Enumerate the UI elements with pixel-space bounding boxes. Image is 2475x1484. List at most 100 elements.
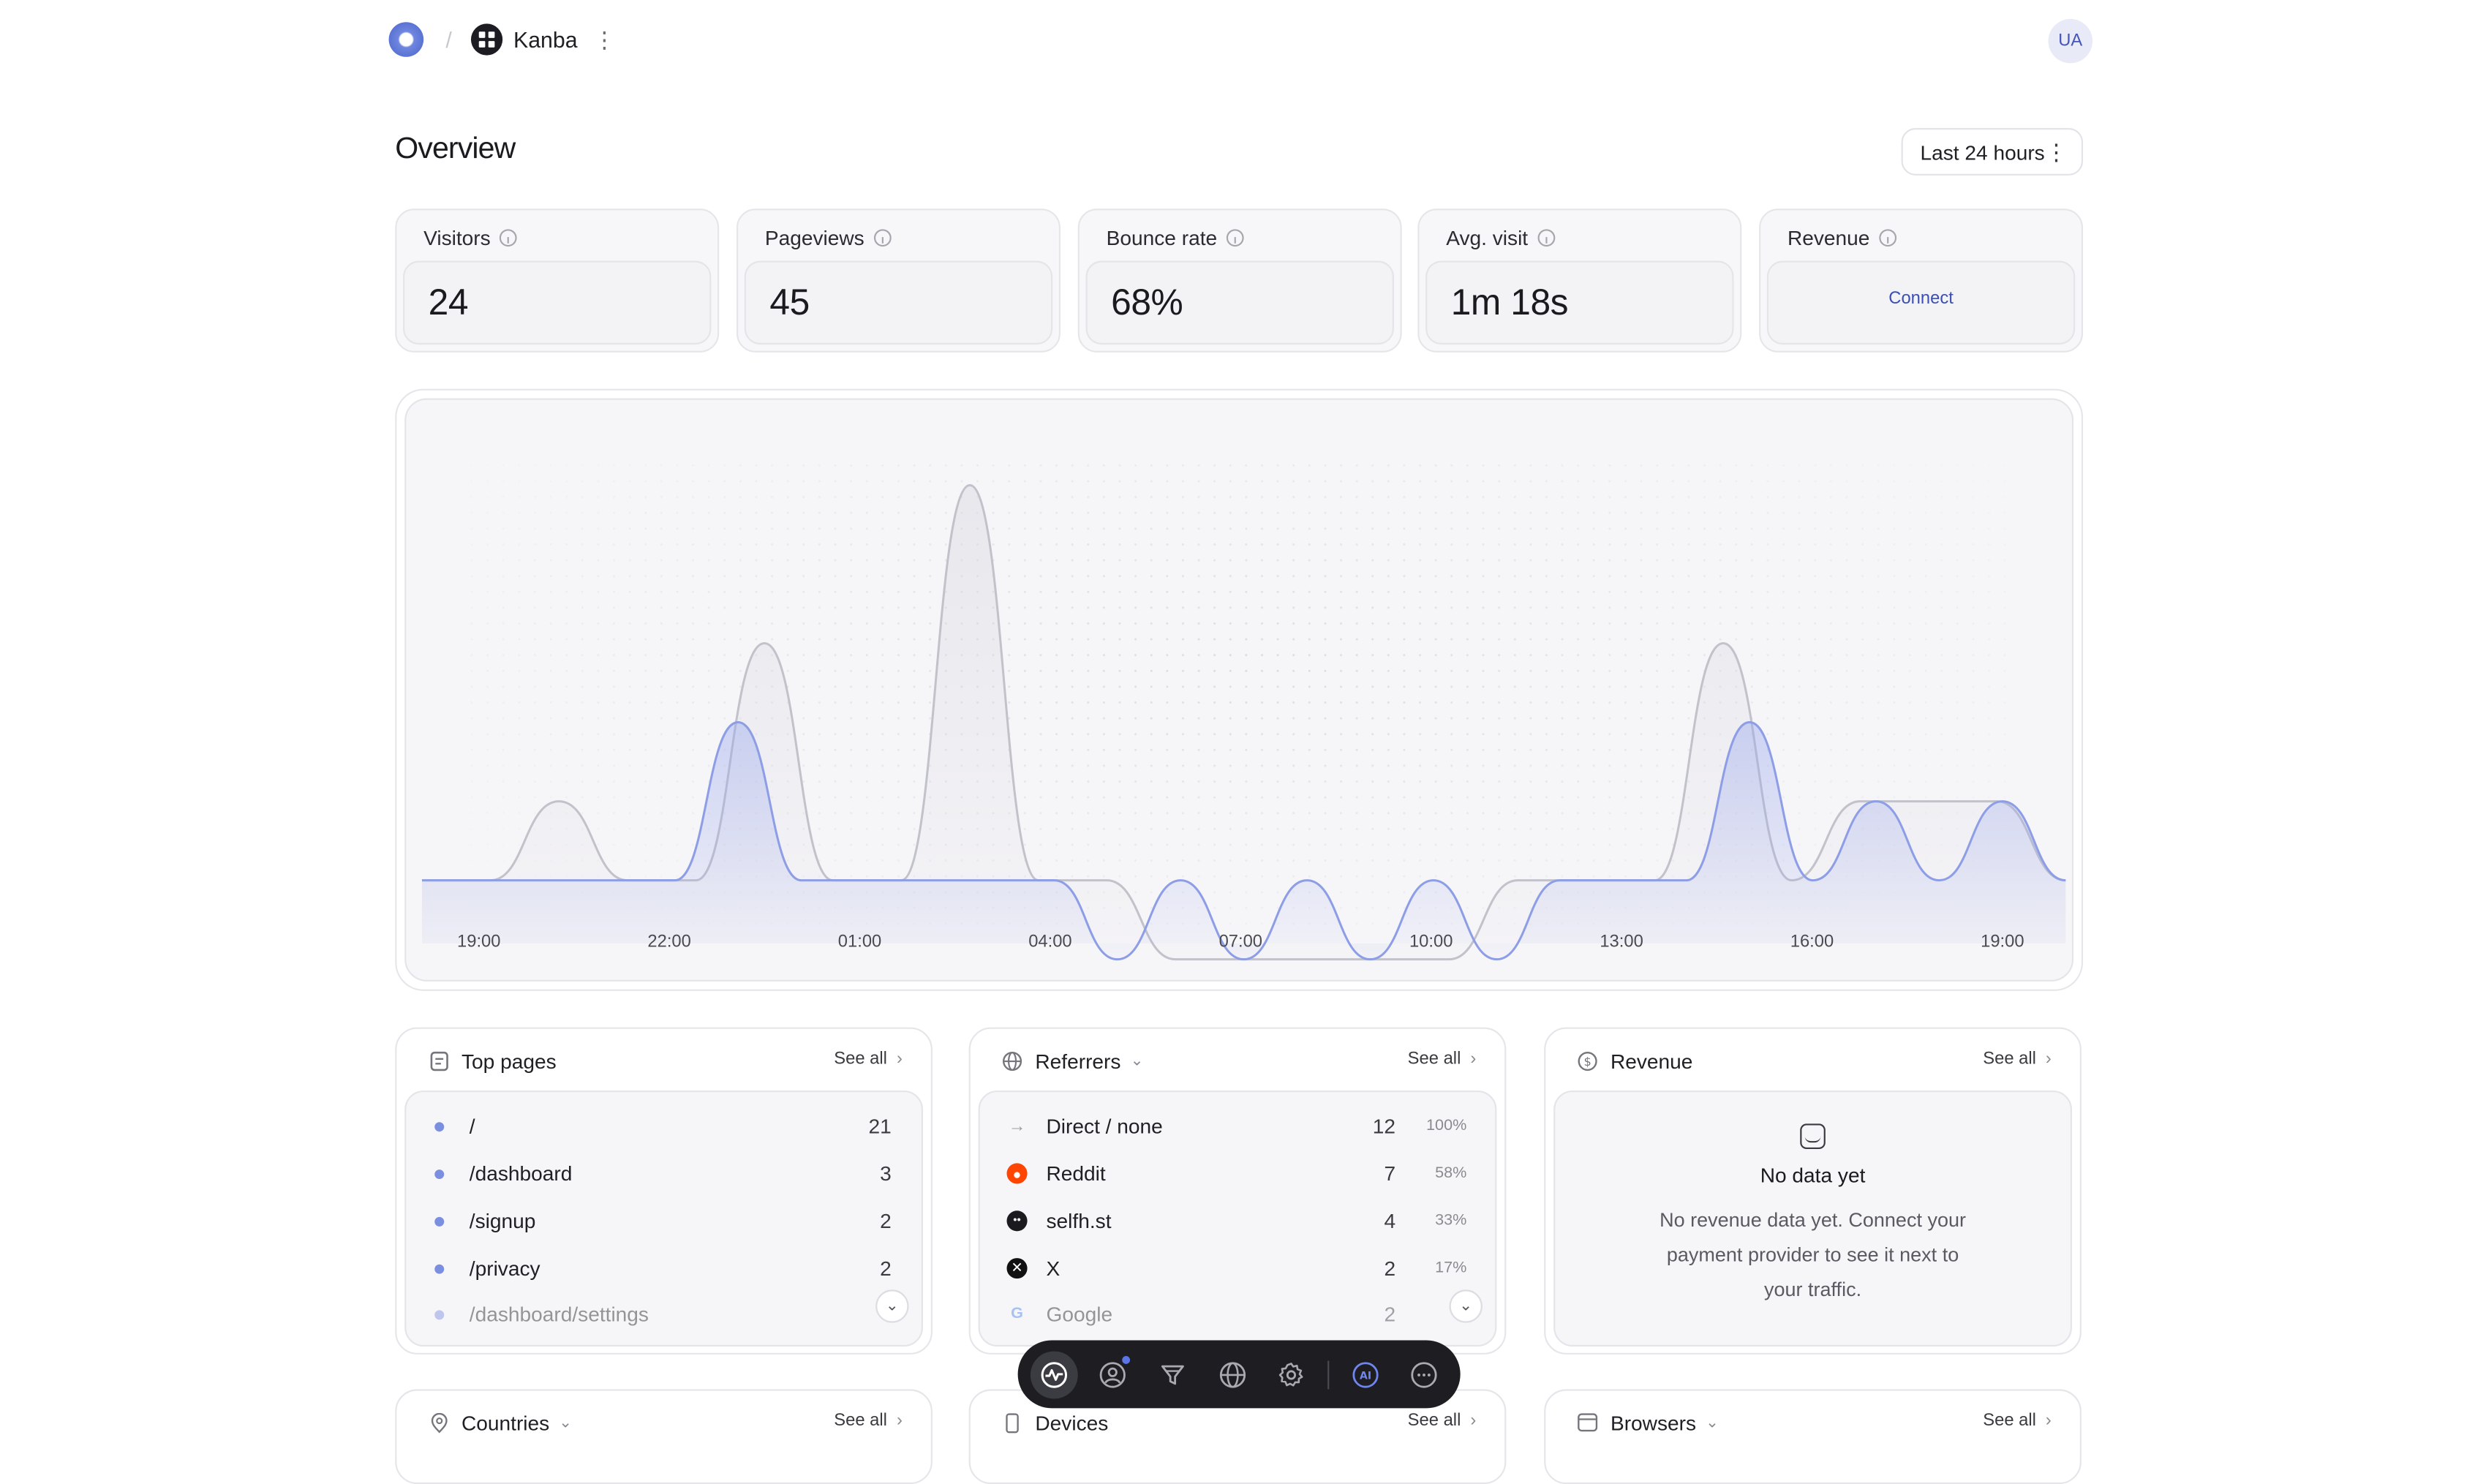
see-all-link[interactable]: See all › [1983,1050,2052,1069]
list-item[interactable]: → Direct / none 12 100% [980,1111,1495,1142]
app-logo[interactable] [388,22,424,57]
panel-title[interactable]: Referrers [1035,1048,1121,1073]
stat-card-visitors[interactable]: Visitors 24 [395,208,720,353]
chevron-down-icon[interactable]: ⌄ [1130,1052,1144,1069]
top-pages-list: / 21 /dashboard 3 /signup 2 /privacy 2 /dash… [404,1091,923,1347]
page-count: 21 [868,1114,892,1138]
see-all-label: See all [1983,1049,2036,1069]
dock-more-button[interactable] [1401,1350,1448,1398]
stat-label: Avg. visit [1446,226,1529,250]
chevron-right-icon: › [2045,1049,2052,1069]
dock-funnel-button[interactable] [1149,1350,1196,1398]
list-item[interactable]: ✕ X 2 17% [980,1254,1495,1285]
stat-label: Bounce rate [1106,226,1218,250]
x-icon: ✕ [1006,1258,1028,1279]
connect-revenue-link[interactable]: Connect [1888,289,1954,309]
referrer-count: 2 [1384,1302,1396,1326]
page-count: 2 [880,1209,892,1233]
see-all-link[interactable]: See all › [1408,1050,1477,1069]
stat-card-pageviews[interactable]: Pageviews 45 [736,208,1061,353]
list-item[interactable]: /privacy 2 [406,1254,921,1285]
page-icon [429,1050,449,1071]
bullet-dot [434,1310,445,1320]
info-icon[interactable] [1537,229,1555,247]
panel-title: Revenue [1610,1048,1693,1073]
scroll-down-button[interactable]: ⌄ [1449,1289,1483,1323]
x-tick-label: 19:00 [457,931,500,951]
referrer-percent: 17% [1435,1259,1467,1278]
dollar-icon: $ [1578,1050,1598,1071]
stat-card-revenue: Revenue Connect [1759,208,2084,353]
see-all-link[interactable]: See all › [1408,1412,1477,1431]
dock-settings-button[interactable] [1268,1350,1315,1398]
dock-globe-button[interactable] [1209,1350,1256,1398]
see-all-link[interactable]: See all › [834,1050,903,1069]
svg-text:$: $ [1583,1054,1591,1068]
panel-title[interactable]: Browsers [1610,1410,1697,1435]
page-path: /dashboard/settings [469,1302,649,1326]
x-tick-label: 10:00 [1409,931,1453,951]
selfhst-icon: •• [1006,1210,1028,1232]
date-range-label: Last 24 hours [1920,140,2045,164]
top-bar: / Kanba ⋮ UA [388,18,2093,64]
stat-value: 1m 18s [1450,281,1569,323]
dock-ai-button[interactable]: AI [1341,1350,1388,1398]
empty-description: No revenue data yet. Connect your paymen… [1660,1209,1967,1301]
info-icon[interactable] [500,229,518,247]
info-icon[interactable] [1227,229,1244,247]
globe-icon [1002,1050,1022,1071]
page-path: /dashboard [469,1161,573,1186]
series-line[interactable] [421,721,2066,961]
project-name[interactable]: Kanba [513,26,578,53]
see-all-label: See all [834,1411,887,1431]
project-icon [470,23,502,56]
chevron-right-icon: › [1470,1411,1477,1431]
x-tick-label: 13:00 [1600,931,1643,951]
referrer-name: Direct / none [1046,1114,1163,1138]
panel-title: Top pages [461,1048,557,1073]
referrer-name: Reddit [1046,1161,1106,1186]
list-item[interactable]: /dashboard/settings [406,1299,921,1330]
panel-title[interactable]: Countries [461,1410,550,1435]
bullet-dot [434,1122,445,1132]
chevron-down-icon[interactable]: ⌄ [1706,1413,1719,1431]
x-tick-label: 04:00 [1028,931,1071,951]
stat-card-avg-visit[interactable]: Avg. visit 1m 18s [1417,208,1742,353]
x-tick-label: 07:00 [1219,931,1262,951]
x-tick-label: 22:00 [647,931,690,951]
list-item[interactable]: ● Reddit 7 58% [980,1159,1495,1190]
list-item[interactable]: / 21 [406,1111,921,1142]
page-path: / [469,1114,475,1138]
x-tick-label: 16:00 [1790,931,1834,951]
series-area [421,722,2066,960]
chevron-down-icon[interactable]: ⌄ [559,1413,573,1431]
dock-analytics-button[interactable] [1030,1350,1077,1398]
referrers-panel: Referrers ⌄ See all › → Direct / none 12 100%… [968,1027,1507,1355]
page-title: Overview [395,132,516,166]
date-range-button[interactable]: Last 24 hours ⋮ [1901,128,2084,176]
stat-card-bounce-rate[interactable]: Bounce rate 68% [1077,208,1402,353]
info-icon[interactable] [1879,229,1897,247]
referrer-count: 7 [1384,1161,1396,1186]
scroll-down-button[interactable]: ⌄ [875,1289,909,1323]
stat-label: Pageviews [764,226,864,250]
globe-icon [1218,1361,1246,1387]
list-item[interactable]: GGoogle21 [980,1299,1495,1330]
list-item[interactable]: /signup 2 [406,1206,921,1238]
traffic-chart[interactable]: 19:00 22:00 01:00 04:00 07:00 10:00 13:00 16:00… [404,398,2074,982]
list-item[interactable]: /dashboard 3 [406,1159,921,1190]
stat-label: Visitors [423,226,491,250]
project-menu-icon[interactable]: ⋮ [593,26,615,53]
top-pages-panel: Top pages See all › / 21 /dashboard 3 /sign… [395,1027,933,1355]
panel-title: Devices [1035,1410,1109,1435]
see-all-link[interactable]: See all › [834,1412,903,1431]
dock-users-button[interactable] [1090,1350,1137,1398]
revenue-empty-state: No data yet No revenue data yet. Connect… [1553,1091,2072,1347]
avatar[interactable]: UA [2048,18,2093,64]
more-icon [1411,1361,1438,1387]
google-icon: G [1011,1305,1023,1323]
info-icon[interactable] [873,229,892,247]
reddit-icon: ● [1006,1163,1028,1184]
list-item[interactable]: •• selfh.st 4 33% [980,1206,1495,1238]
see-all-link[interactable]: See all › [1983,1412,2052,1431]
